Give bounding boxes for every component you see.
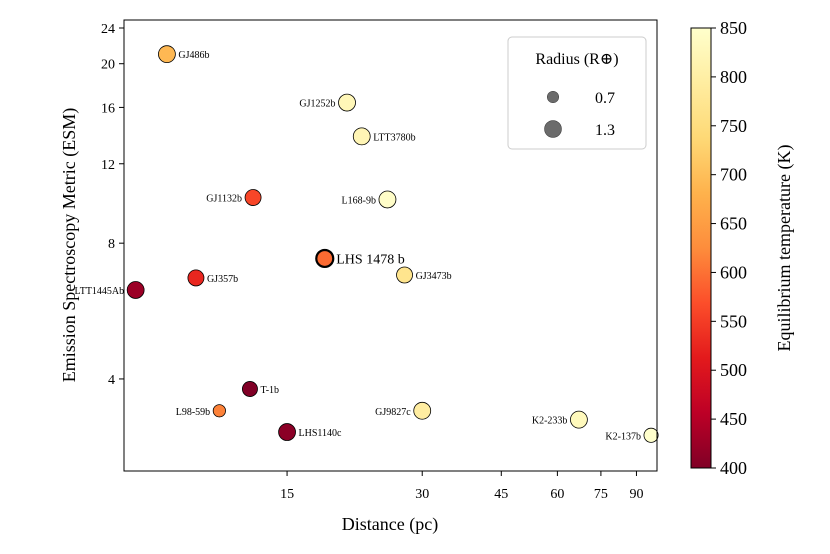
colorbar-ticks: 400 450 500 550 600 650 700 750 800 850 (711, 18, 747, 478)
colorbar-tick-label: 550 (720, 311, 747, 331)
planet-point-gj1132b[interactable] (244, 189, 262, 206)
planet-label-gj9827c: GJ9827c (375, 407, 411, 418)
colorbar-tick-label: 750 (720, 116, 747, 136)
x-tick-label: 75 (594, 487, 608, 502)
planet-point-gj486b[interactable] (158, 45, 176, 64)
planet-point-gj1252b[interactable] (338, 93, 356, 112)
planet-label-gj3473b: GJ3473b (416, 271, 452, 282)
colorbar-tick-label: 500 (720, 360, 747, 380)
planet-point-lhs1140c[interactable] (278, 423, 296, 441)
y-tick-label: 8 (108, 237, 115, 252)
planet-point-gj357b[interactable] (187, 269, 205, 287)
planet-label-gj1132b: GJ1132b (206, 194, 242, 205)
legend-entry-label: 1.3 (595, 122, 615, 139)
planet-label-gj1252b: GJ1252b (299, 99, 335, 110)
colorbar-label: Equilibrium temperature (K) (774, 145, 795, 352)
legend: Radius (R⊕) 0.7 1.3 (507, 36, 647, 150)
planet-label-ltt1445ab: LTT1445Ab (75, 286, 125, 297)
planet-point-k2-137b[interactable] (643, 427, 659, 443)
colorbar-tick-label: 700 (720, 165, 747, 185)
y-tick-label: 4 (108, 373, 115, 388)
legend-box (507, 36, 647, 150)
x-tick-label: 90 (629, 487, 643, 502)
x-tick-label: 60 (550, 487, 564, 502)
planet-point-gj9827c[interactable] (413, 401, 432, 420)
colorbar-tick-label: 850 (720, 18, 747, 38)
x-tick-label: 45 (494, 487, 508, 502)
planet-label-l168-9b: L168-9b (342, 195, 376, 206)
planet-label-k2-137b: K2-137b (605, 431, 641, 442)
planet-point-l98-59b[interactable] (212, 404, 226, 418)
plot-frame (123, 19, 658, 472)
planet-point-l168-9b[interactable] (378, 190, 397, 209)
planet-point-t-1b[interactable] (241, 381, 258, 397)
plot-area: GJ486b GJ1252b LTT3780b GJ1132b L168-9b LHS 1… (75, 45, 659, 443)
planet-point-ltt1445ab[interactable] (126, 281, 145, 299)
planet-point-ltt3780b[interactable] (352, 127, 371, 146)
colorbar-tick-label: 650 (720, 214, 747, 234)
colorbar-tick-label: 450 (720, 409, 747, 429)
planet-label-lhs1140c: LHS1140c (299, 428, 343, 439)
x-tick-label: 15 (280, 487, 294, 502)
y-axis-label: Emission Spectroscopy Metric (ESM) (59, 108, 80, 382)
y-tick-label: 24 (101, 22, 115, 37)
planet-label-lhs-1478-b: LHS 1478 b (336, 252, 404, 267)
x-axis-label: Distance (pc) (342, 514, 438, 535)
planet-label-t-1b: T-1b (261, 385, 280, 396)
colorbar-tick-label: 800 (720, 67, 747, 87)
legend-marker (546, 90, 560, 104)
planet-label-gj486b: GJ486b (178, 50, 209, 61)
y-tick-label: 12 (101, 158, 115, 173)
colorbar-tick-label: 400 (720, 458, 747, 478)
colorbar-tick-label: 600 (720, 262, 747, 282)
legend-title: Radius (R⊕) (535, 51, 618, 68)
y-tick-label: 20 (101, 58, 115, 73)
planet-point-gj3473b[interactable] (396, 266, 413, 284)
colorbar (690, 27, 712, 469)
planet-label-k2-233b: K2-233b (532, 416, 568, 427)
planet-label-ltt3780b: LTT3780b (373, 132, 415, 143)
legend-marker (544, 120, 562, 138)
planet-point-lhs-1478-b[interactable] (315, 248, 335, 269)
y-tick-label: 16 (101, 101, 115, 116)
legend-entry-label: 0.7 (595, 90, 615, 107)
x-tick-label: 30 (415, 487, 429, 502)
planet-label-gj357b: GJ357b (207, 274, 238, 285)
planet-label-l98-59b: L98-59b (176, 407, 210, 418)
planet-point-k2-233b[interactable] (570, 410, 588, 429)
